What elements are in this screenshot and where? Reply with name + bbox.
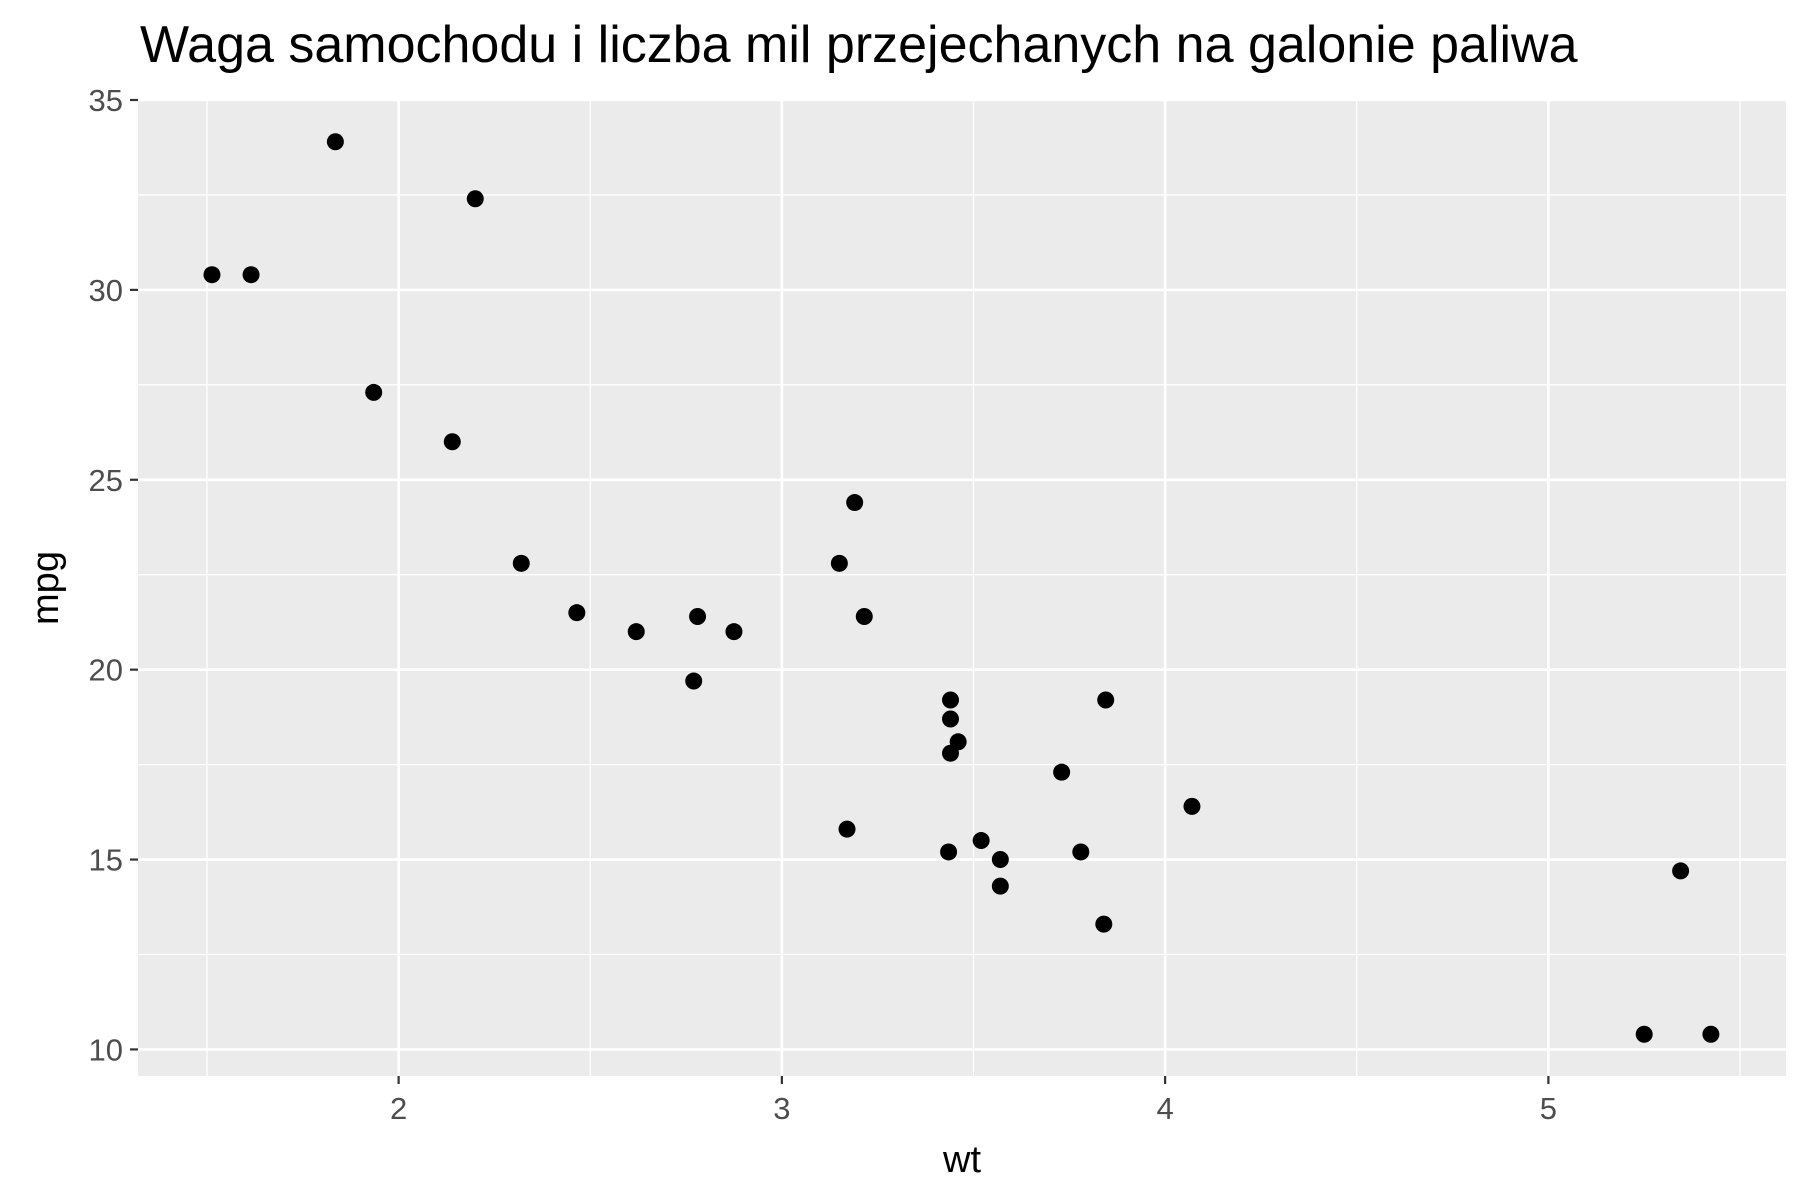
data-point <box>942 691 960 709</box>
major-grid <box>138 98 1786 1076</box>
data-point <box>1053 763 1071 781</box>
data-point <box>991 877 1009 895</box>
data-point <box>1183 797 1201 815</box>
plot-panel <box>138 100 1786 1076</box>
data-point <box>326 133 344 151</box>
data-point <box>1095 915 1113 933</box>
data-point <box>568 604 586 622</box>
x-axis-title: wt <box>942 1139 981 1181</box>
data-point <box>1072 843 1090 861</box>
data-point <box>855 607 873 625</box>
data-point <box>846 494 864 512</box>
data-point <box>1097 691 1115 709</box>
x-axis: 2 3 4 5 <box>390 1076 1557 1126</box>
data-point <box>203 266 221 284</box>
data-point <box>627 623 645 641</box>
y-tick-label: 10 <box>89 1032 123 1067</box>
x-tick-label: 2 <box>390 1091 407 1126</box>
x-tick-label: 4 <box>1157 1091 1174 1126</box>
data-point <box>940 843 958 861</box>
data-points <box>203 133 1720 1043</box>
y-axis: 10 15 20 25 30 35 <box>89 83 138 1067</box>
data-point <box>1672 862 1690 880</box>
data-point <box>365 383 383 401</box>
data-point <box>830 554 848 572</box>
x-tick-label: 3 <box>773 1091 790 1126</box>
data-point <box>443 433 461 451</box>
data-point <box>466 190 484 208</box>
data-point <box>689 607 707 625</box>
y-tick-label: 20 <box>89 653 123 688</box>
y-tick-label: 30 <box>89 273 123 308</box>
minor-grid <box>138 100 1786 1076</box>
y-tick-label: 15 <box>89 843 123 878</box>
data-point <box>991 851 1009 869</box>
data-point <box>942 710 960 728</box>
data-point <box>725 623 743 641</box>
y-tick-label: 35 <box>89 83 123 118</box>
data-point <box>972 832 990 850</box>
data-point <box>942 744 960 762</box>
y-axis-title: mpg <box>25 551 67 625</box>
data-point <box>1635 1025 1653 1043</box>
data-point <box>838 820 856 838</box>
x-tick-label: 5 <box>1540 1091 1557 1126</box>
data-point <box>512 554 530 572</box>
y-tick-label: 25 <box>89 463 123 498</box>
chart-title: Waga samochodu i liczba mil przejechanyc… <box>140 16 1578 74</box>
data-point <box>685 672 703 690</box>
data-point <box>242 266 260 284</box>
data-point <box>1702 1025 1720 1043</box>
